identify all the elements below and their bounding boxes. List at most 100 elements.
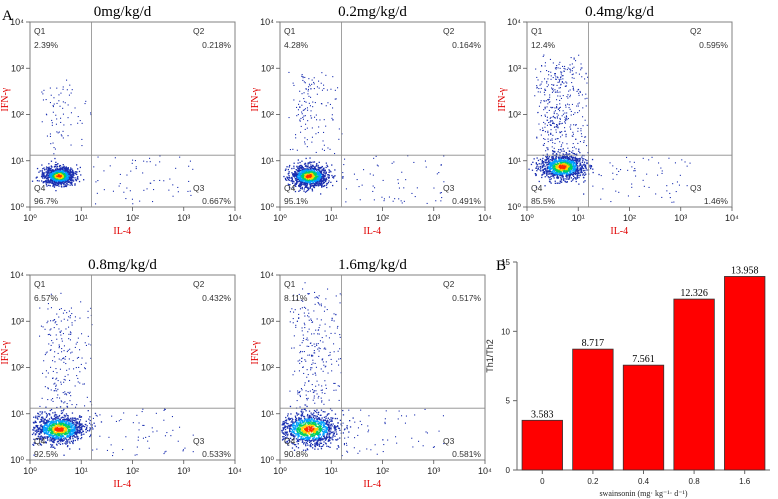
x-tick-label: 10⁰ xyxy=(520,213,534,223)
quadrant-q2-value: 0.218% xyxy=(202,40,231,50)
quadrant-q2-value: 0.517% xyxy=(452,293,481,303)
y-tick-label: 10³ xyxy=(11,316,24,326)
y-tick-label: 10⁰ xyxy=(507,202,521,212)
y-tick-label: 10² xyxy=(11,363,24,373)
bar-data-label: 7.561 xyxy=(632,354,655,365)
flow-panel-3: 0.4mg/kg/d Q1 12.4% Q2 0.595% Q31.46% Q4 85.5% 1… xyxy=(497,4,739,237)
quadrant-q2-value: 0.595% xyxy=(699,40,728,50)
x-tick-label: 10⁰ xyxy=(273,213,287,223)
x-tick-label: 10⁰ xyxy=(273,466,287,476)
quadrant-q3-name: Q3 xyxy=(690,183,702,193)
bar-y-axis-label: Th1/Th2 xyxy=(485,339,495,373)
quadrant-q1-name: Q1 xyxy=(531,26,543,36)
bar-x-tick-label: 1.6 xyxy=(739,477,751,486)
x-tick-label: 10¹ xyxy=(325,213,338,223)
bar xyxy=(724,276,766,471)
y-tick-label: 10¹ xyxy=(261,409,274,419)
bar xyxy=(521,419,563,471)
quadrant-q3-value: 1.46% xyxy=(704,196,729,206)
bar-x-tick-label: 0 xyxy=(540,477,545,486)
quadrant-q4-value: 90.8% xyxy=(284,449,309,459)
y-tick-label: 10⁴ xyxy=(507,17,521,27)
quadrant-q3-name: Q3 xyxy=(193,183,205,193)
y-tick-label: 10³ xyxy=(508,63,521,73)
quadrant-q1-value: 6.57% xyxy=(34,293,59,303)
y-tick-label: 10⁴ xyxy=(260,270,274,280)
quadrant-q1-value: 8.11% xyxy=(284,293,308,303)
y-axis-label: IFN-γ xyxy=(0,87,11,111)
bar-data-label: 12.326 xyxy=(680,288,708,299)
event-dots xyxy=(31,292,194,457)
quadrant-q4-name: Q4 xyxy=(284,183,296,193)
x-axis-label: IL-4 xyxy=(113,226,131,237)
flow-panel-title: 1.6mg/kg/d xyxy=(338,257,407,273)
x-tick-label: 10³ xyxy=(177,466,190,476)
flow-cytometry-panels: 0mg/kg/d Q1 2.39% Q2 0.218% Q3 0.667% Q4 96.7% 10… xyxy=(0,4,739,490)
flow-panel-5: 1.6mg/kg/d Q1 8.11% Q2 0.517% Q3 0.581% Q4 90.8%… xyxy=(250,257,492,490)
bar xyxy=(622,364,665,471)
quadrant-q4-name: Q4 xyxy=(284,436,296,446)
quadrant-q3-value: 0.667% xyxy=(202,196,231,206)
event-dots xyxy=(528,54,691,203)
y-tick-label: 10⁰ xyxy=(10,202,24,212)
quadrant-q1-name: Q1 xyxy=(284,26,296,36)
y-axis-label: IFN-γ xyxy=(497,87,508,111)
x-tick-label: 10² xyxy=(126,213,139,223)
y-tick-label: 10² xyxy=(261,110,274,120)
y-tick-label: 10⁰ xyxy=(260,455,274,465)
bar-y-tick-label: 10 xyxy=(501,327,510,336)
quadrant-q2-value: 0.164% xyxy=(452,40,481,50)
quadrant-q3-name: Q3 xyxy=(443,183,455,193)
y-axis-label: IFN-γ xyxy=(0,340,11,364)
y-tick-label: 10² xyxy=(261,363,274,373)
flow-panel-4: 0.8mg/kg/d Q1 6.57% Q2 0.432% Q3 0.533% Q4 92.5%… xyxy=(0,257,242,490)
x-tick-label: 10⁰ xyxy=(23,213,37,223)
quadrant-q4-value: 96.7% xyxy=(34,196,59,206)
x-tick-label: 10⁴ xyxy=(725,213,739,223)
y-tick-label: 10⁴ xyxy=(260,17,274,27)
quadrant-q1-value: 2.39% xyxy=(34,40,59,50)
bar xyxy=(673,298,715,471)
bar-data-label: 3.583 xyxy=(531,409,554,420)
th1-th2-bar-chart: 0 5 10 15 3.583 0 8.717 0.2 7.561 0.4 12.326 0.8 13.… xyxy=(485,258,770,498)
flow-panel-title: 0mg/kg/d xyxy=(94,4,152,20)
y-axis-label: IFN-γ xyxy=(250,340,261,364)
y-tick-label: 10² xyxy=(11,110,24,120)
x-tick-label: 10⁴ xyxy=(478,213,492,223)
x-tick-label: 10² xyxy=(376,466,389,476)
x-tick-label: 10³ xyxy=(674,213,687,223)
quadrant-q1-name: Q1 xyxy=(34,26,46,36)
x-axis-label: IL-4 xyxy=(363,479,381,490)
y-tick-label: 10¹ xyxy=(11,409,24,419)
quadrant-q3-name: Q3 xyxy=(193,436,205,446)
quadrant-q2-name: Q2 xyxy=(443,26,455,36)
x-tick-label: 10¹ xyxy=(75,466,88,476)
x-tick-label: 10¹ xyxy=(75,213,88,223)
y-tick-label: 10⁴ xyxy=(10,270,24,280)
event-dots xyxy=(31,79,194,205)
quadrant-q2-name: Q2 xyxy=(443,279,455,289)
quadrant-q4-name: Q4 xyxy=(531,183,543,193)
bar-x-axis-label: swainsonin (mg· kg⁻¹· d⁻¹) xyxy=(599,489,687,498)
quadrant-q1-value: 12.4% xyxy=(531,40,556,50)
bar-y-tick-label: 15 xyxy=(501,258,510,267)
x-tick-label: 10² xyxy=(126,466,139,476)
x-axis-label: IL-4 xyxy=(113,479,131,490)
quadrant-q1-value: 4.28% xyxy=(284,40,309,50)
x-tick-label: 10⁴ xyxy=(228,466,242,476)
quadrant-q2-value: 0.432% xyxy=(202,293,231,303)
y-tick-label: 10³ xyxy=(261,63,274,73)
panel-b-letter: B xyxy=(496,258,506,274)
x-tick-label: 10³ xyxy=(427,466,440,476)
bar-y-tick-label: 5 xyxy=(506,397,511,406)
y-tick-label: 10³ xyxy=(261,316,274,326)
y-tick-label: 10⁰ xyxy=(260,202,274,212)
quadrant-q4-name: Q4 xyxy=(34,183,46,193)
event-dots xyxy=(283,71,445,204)
flow-panel-title: 0.2mg/kg/d xyxy=(338,4,407,20)
bar-x-tick-label: 0.8 xyxy=(689,477,701,486)
y-tick-label: 10⁴ xyxy=(10,17,24,27)
quadrant-q1-name: Q1 xyxy=(284,279,296,289)
x-axis-label: IL-4 xyxy=(363,226,381,237)
panel-a-letter: A xyxy=(2,8,13,24)
